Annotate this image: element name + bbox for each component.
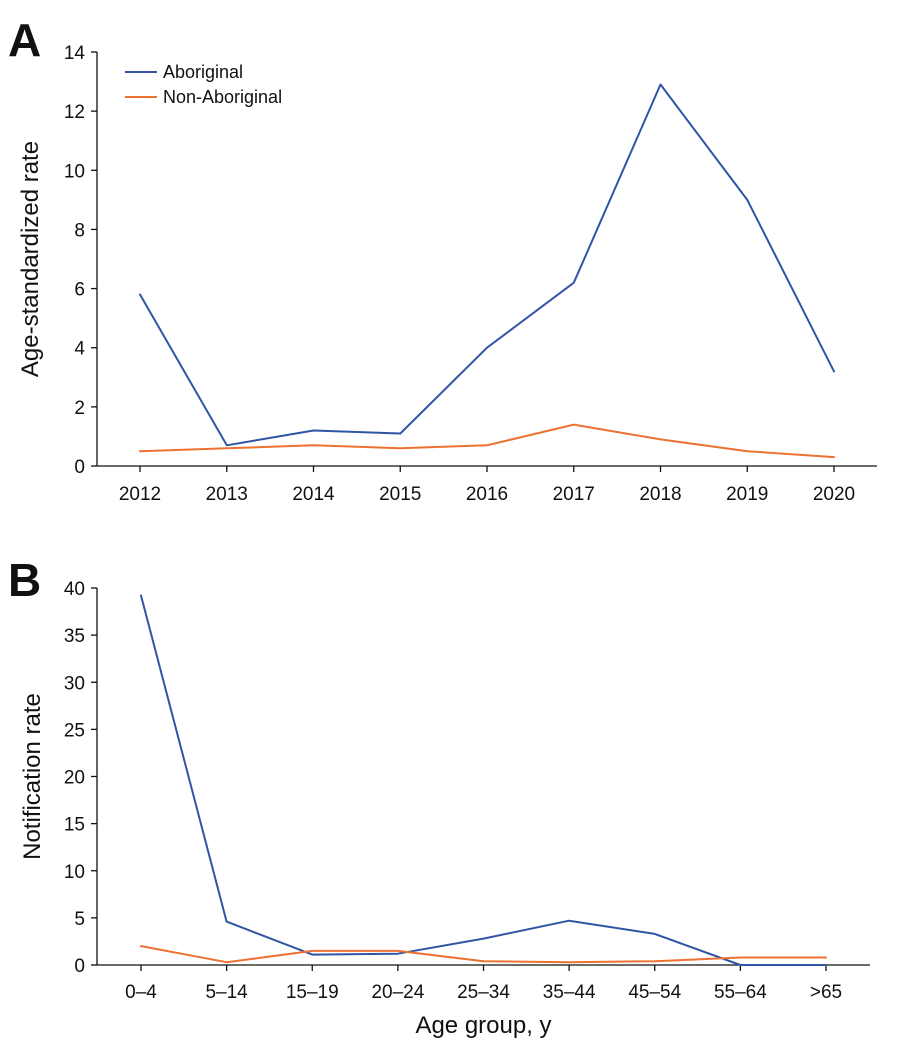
x-tick-label: 2013 <box>206 484 248 505</box>
x-tick-label: 55–64 <box>714 982 767 1003</box>
y-tick-label: 14 <box>64 43 86 64</box>
x-tick-label: 0–4 <box>125 982 157 1003</box>
panel-label: A <box>8 14 41 66</box>
series-line-non-aboriginal <box>140 945 827 964</box>
y-tick-label: 40 <box>64 579 85 600</box>
x-axis-title: Age group, y <box>415 1012 551 1039</box>
y-tick-label: 10 <box>64 161 85 182</box>
y-tick-label: 15 <box>64 815 85 836</box>
y-tick-label: 30 <box>64 673 85 694</box>
y-axis-title: Notification rate <box>19 693 46 860</box>
x-tick-label: 2018 <box>639 484 681 505</box>
x-tick-label: >65 <box>810 982 842 1003</box>
y-tick-label: 2 <box>74 398 85 419</box>
y-tick-label: 25 <box>64 720 85 741</box>
x-tick-label: 2020 <box>813 484 855 505</box>
x-tick-label: 2014 <box>292 484 335 505</box>
x-tick-label: 2012 <box>119 484 161 505</box>
panel-b-chart: B 0 5 10 15 20 25 30 35 40 0–4 5–14 15–19 20–24 25–34 3… <box>8 554 870 1039</box>
y-axis-title: Age-standardized rate <box>17 141 44 377</box>
x-tick-label: 35–44 <box>543 982 596 1003</box>
x-tick-label: 20–24 <box>371 982 424 1003</box>
x-tick-label: 2019 <box>726 484 768 505</box>
x-tick-label: 25–34 <box>457 982 510 1003</box>
legend-label: Aboriginal <box>163 62 243 82</box>
y-tick-label: 8 <box>74 220 85 241</box>
panel-a-chart: A 0 2 4 6 8 10 12 14 2012 2013 2014 2015 2016 2017 2018… <box>8 14 877 505</box>
series-line-aboriginal <box>139 83 835 447</box>
y-tick-label: 4 <box>74 339 85 360</box>
series-line-aboriginal <box>140 594 827 966</box>
y-tick-label: 5 <box>74 909 85 930</box>
y-tick-label: 35 <box>64 626 85 647</box>
legend-label: Non-Aboriginal <box>163 87 282 107</box>
x-tick-label: 15–19 <box>286 982 339 1003</box>
x-tick-label: 45–54 <box>628 982 681 1003</box>
y-tick-label: 0 <box>74 956 85 977</box>
x-tick-label: 2017 <box>553 484 595 505</box>
y-tick-label: 0 <box>74 457 85 478</box>
x-tick-label: 2016 <box>466 484 508 505</box>
y-tick-label: 10 <box>64 862 85 883</box>
x-tick-label: 2015 <box>379 484 421 505</box>
series-line-non-aboriginal <box>139 423 835 459</box>
y-tick-label: 20 <box>64 768 85 789</box>
y-tick-label: 6 <box>74 280 85 301</box>
y-tick-label: 12 <box>64 102 85 123</box>
x-tick-label: 5–14 <box>205 982 248 1003</box>
panel-label: B <box>8 554 41 606</box>
